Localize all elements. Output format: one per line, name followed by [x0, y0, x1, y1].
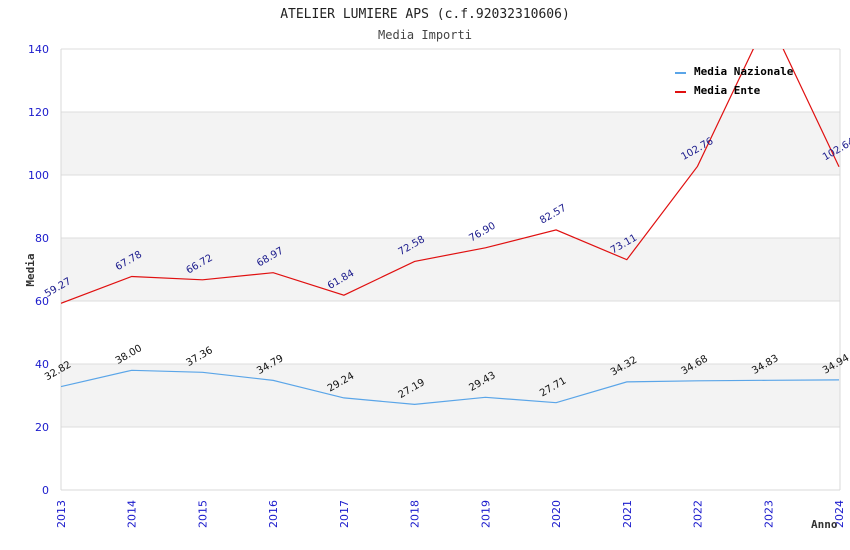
chart-subtitle: Media Importi [378, 28, 472, 42]
y-tick-label: 20 [35, 421, 49, 434]
legend-label-media-nazionale: Media Nazionale [694, 65, 794, 78]
data-label: 38.00 [114, 343, 144, 367]
y-tick-label: 100 [28, 169, 49, 182]
series-lines [61, 49, 840, 406]
y-tick-label: 140 [28, 43, 49, 56]
y-tick-label: 40 [35, 358, 49, 371]
legend-label-media-ente: Media Ente [694, 84, 761, 97]
x-tick-label: 2014 [126, 500, 139, 528]
x-tick-label: 2018 [409, 500, 422, 528]
x-tick-label: 2022 [692, 500, 705, 528]
chart-title: ATELIER LUMIERE APS (c.f.92032310606) [280, 7, 570, 22]
y-axis-label: Media [24, 253, 37, 286]
x-tick-label: 2019 [479, 500, 492, 528]
x-tick-label: 2013 [55, 500, 68, 528]
x-tick-label: 2015 [196, 500, 209, 528]
series-line-media-ente [61, 49, 840, 304]
x-tick-label: 2024 [833, 500, 846, 528]
x-ticks: 2013 2014 2015 2016 2017 2018 2019 2020 2021 2022… [55, 500, 846, 528]
x-tick-label: 2023 [762, 500, 775, 528]
grid-band [61, 364, 840, 427]
y-tick-label: 120 [28, 106, 49, 119]
y-tick-label: 60 [35, 295, 49, 308]
x-tick-label: 2016 [267, 500, 280, 528]
y-tick-label: 0 [42, 484, 49, 497]
legend: Media Nazionale Media Ente [675, 65, 794, 97]
y-tick-label: 80 [35, 232, 49, 245]
y-ticks: 0 20 40 60 80 100 120 140 [28, 43, 49, 497]
series-line-media-nazionale [61, 369, 840, 406]
x-tick-label: 2017 [338, 500, 351, 528]
grid-bands [61, 112, 840, 427]
gridlines [61, 48, 840, 491]
x-tick-label: 2021 [621, 500, 634, 528]
x-axis-label: Anno [811, 518, 838, 531]
grid-band [61, 112, 840, 175]
x-tick-label: 2020 [550, 500, 563, 528]
data-label: 82.57 [538, 203, 568, 227]
grid-band [61, 238, 840, 301]
